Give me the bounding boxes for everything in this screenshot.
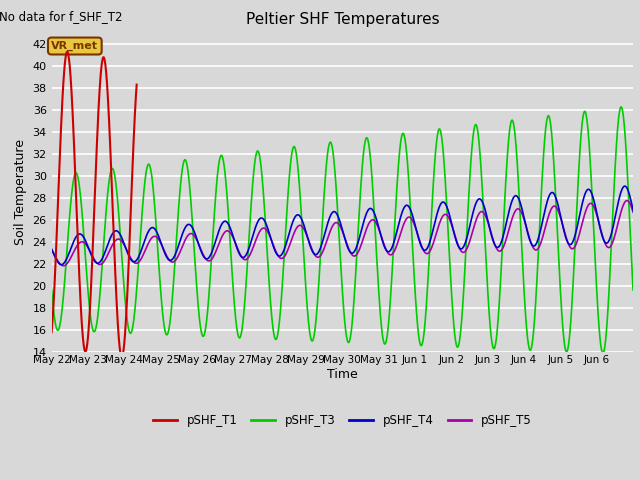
Y-axis label: Soil Temperature: Soil Temperature: [14, 139, 27, 245]
Text: No data for f_SHF_T2: No data for f_SHF_T2: [0, 11, 123, 24]
Text: VR_met: VR_met: [51, 41, 99, 51]
Legend: pSHF_T1, pSHF_T3, pSHF_T4, pSHF_T5: pSHF_T1, pSHF_T3, pSHF_T4, pSHF_T5: [148, 409, 536, 432]
X-axis label: Time: Time: [327, 368, 358, 381]
Title: Peltier SHF Temperatures: Peltier SHF Temperatures: [246, 12, 439, 27]
